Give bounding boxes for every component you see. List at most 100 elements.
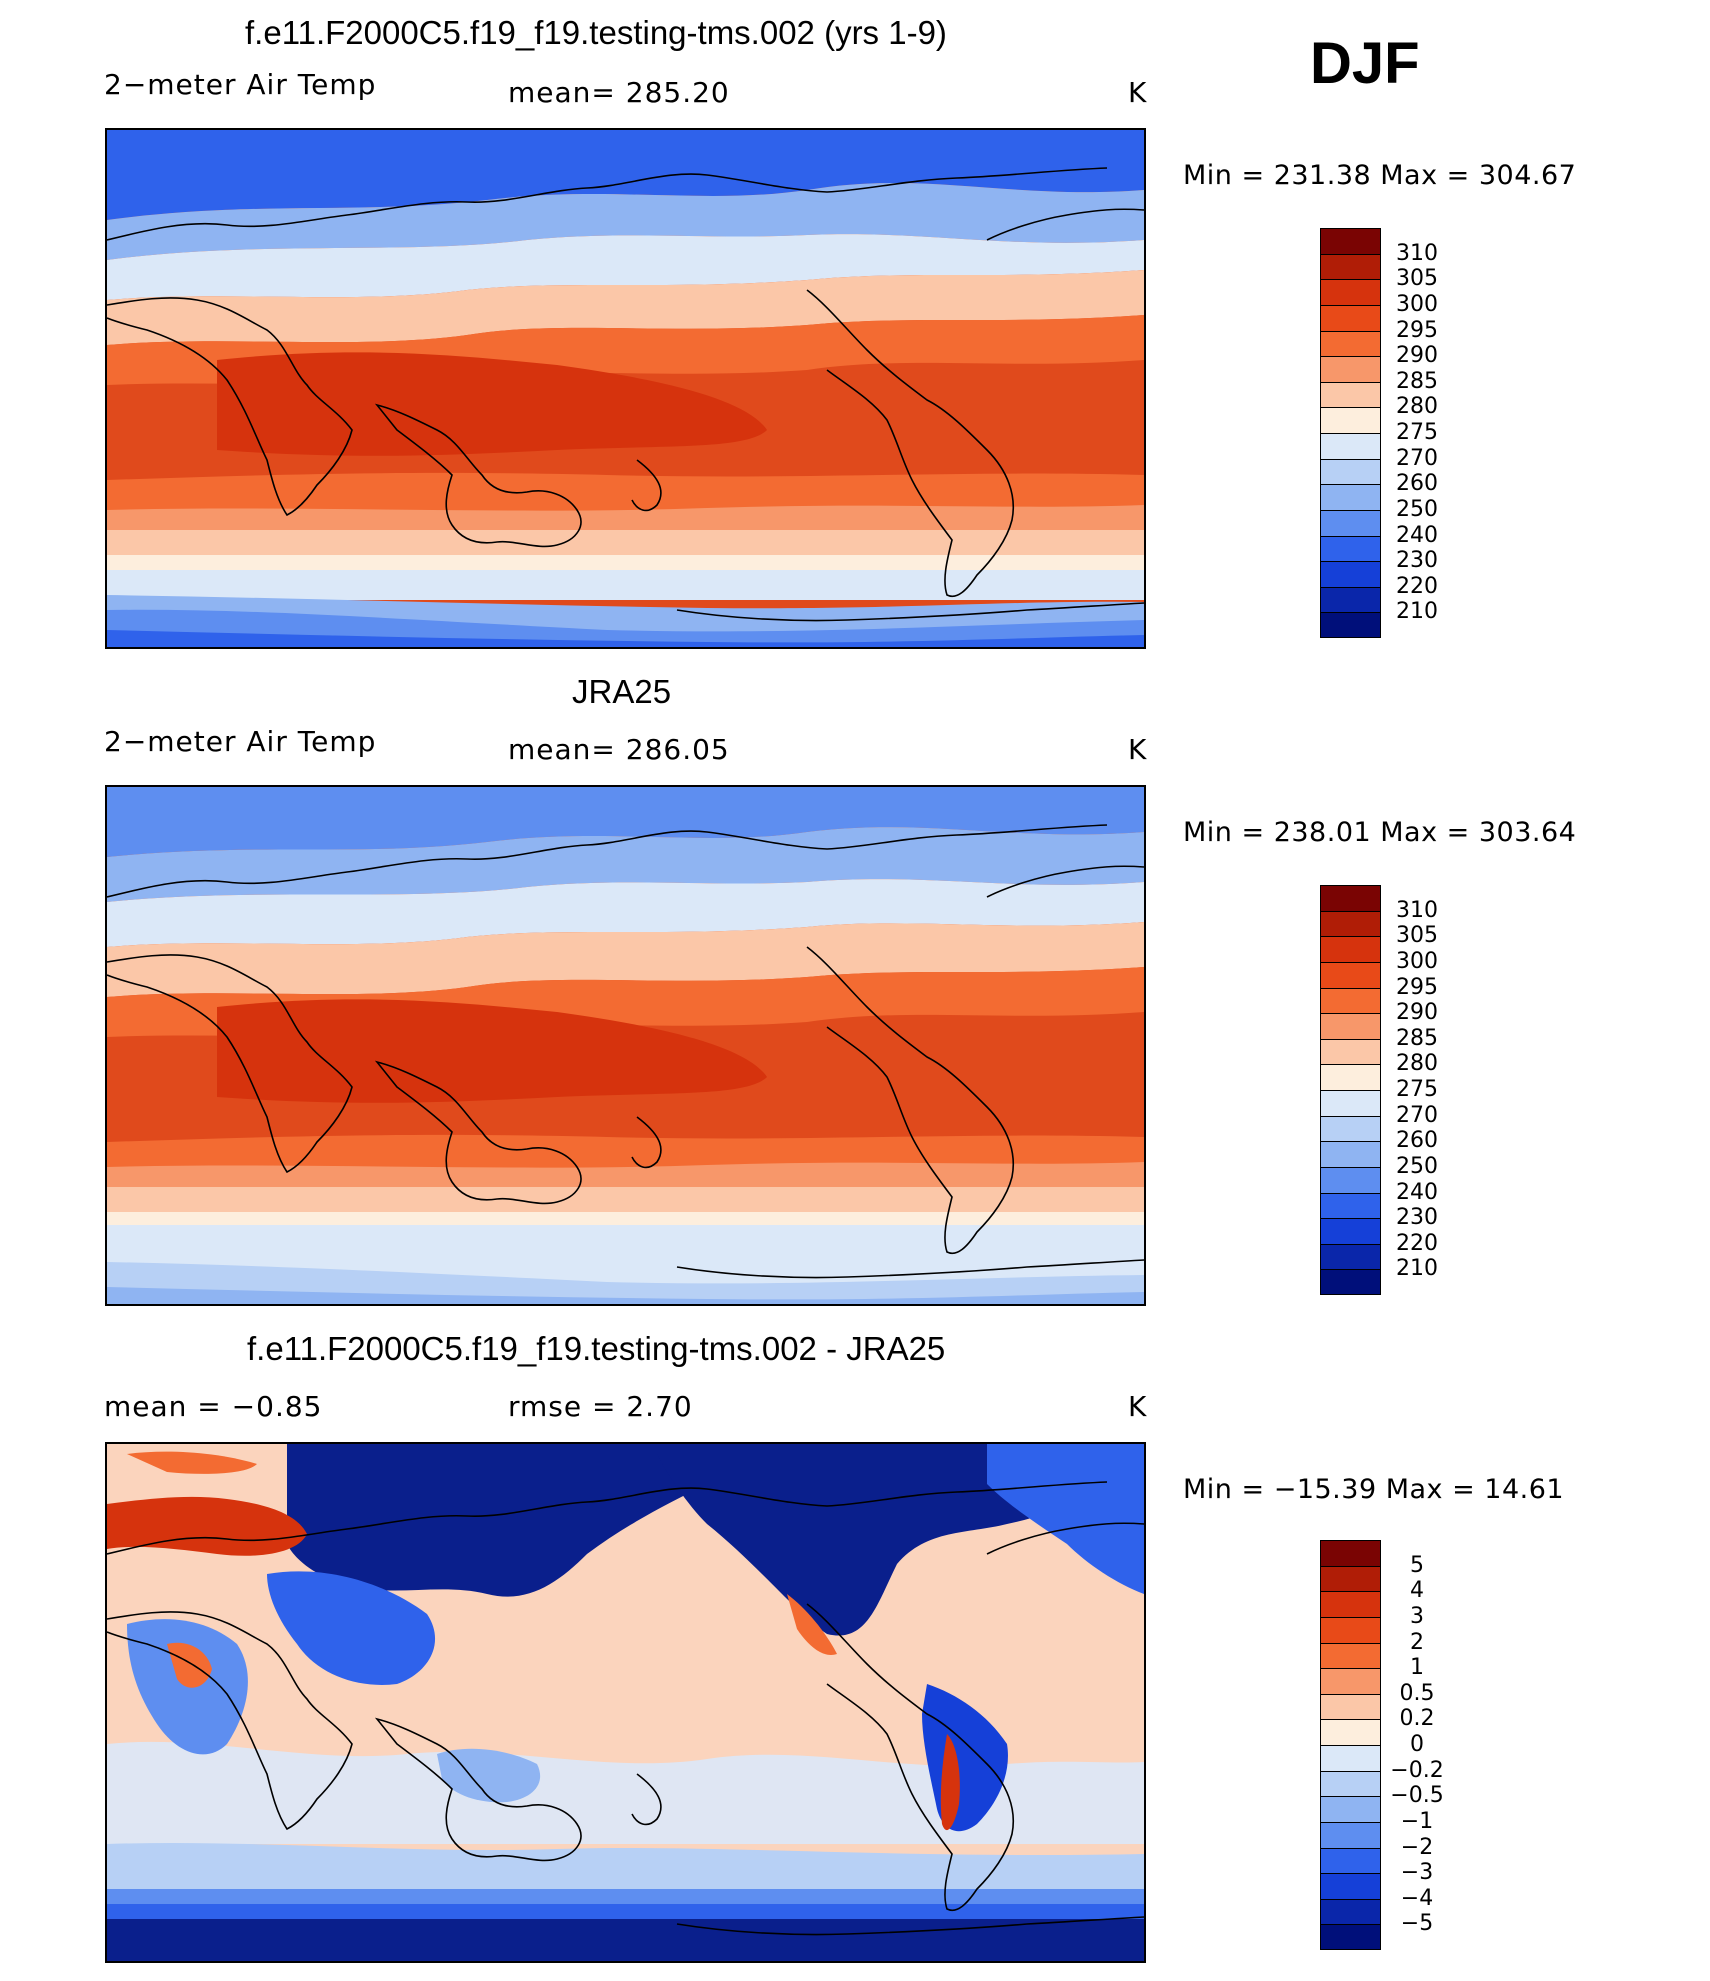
panel-2-colorbar-cell — [1320, 1064, 1381, 1090]
panel-1-minmax: Min = 231.38 Max = 304.67 — [1183, 160, 1577, 191]
panel-2-colorbar-cell — [1320, 1038, 1381, 1065]
panel-1-colorbar-cell — [1320, 612, 1381, 638]
panel-3-colorbar-label: −5 — [1400, 1911, 1434, 1937]
panel-2-colorbar-label: 305 — [1396, 923, 1438, 949]
panel-3-colorbar-label: −0.2 — [1390, 1757, 1444, 1783]
panel-2-colorbar-cell — [1320, 1192, 1381, 1219]
panel-3-colorbar-cell — [1320, 1642, 1381, 1669]
panel-3-colorbar-cell — [1320, 1693, 1381, 1720]
panel-3-colorbar-label: −3 — [1400, 1860, 1434, 1886]
panel-3-mean-label: mean = −0.85 — [104, 1390, 323, 1423]
panel-1-colorbar-cell — [1320, 509, 1381, 536]
panel-3-colorbar-cell — [1320, 1591, 1381, 1617]
panel-3-colorbar-label: 1 — [1410, 1655, 1424, 1681]
panel-2-map-field — [107, 787, 1144, 1304]
panel-2-colorbar-cell — [1320, 910, 1381, 937]
panel-2-colorbar-label: 300 — [1396, 948, 1438, 974]
panel-3-colorbar-cell — [1320, 1745, 1381, 1771]
panel-3-colorbar-label: −0.5 — [1390, 1783, 1444, 1809]
panel-1-colorbar-label: 270 — [1396, 445, 1438, 471]
panel-2-colorbar-label: 295 — [1396, 974, 1438, 1000]
panel-2-colorbar-label: 230 — [1396, 1205, 1438, 1231]
panel-1-colorbar-cell — [1320, 561, 1381, 587]
panel-3-colorbar-cell — [1320, 1668, 1381, 1694]
panel-2-colorbar-cell — [1320, 1090, 1381, 1116]
panel-2-colorbar-cell — [1320, 1115, 1381, 1142]
panel-1-variable-label: 2−meter Air Temp — [104, 68, 377, 101]
panel-1-colorbar-cell — [1320, 586, 1381, 613]
panel-3-units: K — [1128, 1390, 1148, 1423]
panel-2-map — [105, 785, 1146, 1306]
panel-2-title: JRA25 — [572, 673, 672, 710]
panel-3-colorbar-label: −1 — [1400, 1808, 1434, 1834]
panel-1-colorbar-label: 295 — [1396, 317, 1438, 343]
panel-1-colorbar-label: 310 — [1396, 240, 1438, 266]
panel-2-colorbar-label: 285 — [1396, 1025, 1438, 1051]
panel-3-colorbar-cell — [1320, 1821, 1381, 1848]
panel-2-variable-label: 2−meter Air Temp — [104, 725, 377, 758]
panel-3-colorbar-label: 0.2 — [1399, 1706, 1435, 1732]
panel-2-colorbar-cell — [1320, 987, 1381, 1014]
panel-2-colorbar-cell — [1320, 1269, 1381, 1295]
panel-2-colorbar-cell — [1320, 1166, 1381, 1193]
panel-1-colorbar-cell — [1320, 330, 1381, 357]
panel-2-colorbar-label: 275 — [1396, 1077, 1438, 1102]
panel-3-colorbar-label: 4 — [1410, 1578, 1424, 1604]
panel-2-colorbar-cell — [1320, 961, 1381, 988]
panel-3-colorbar-label: 5 — [1410, 1552, 1424, 1578]
panel-1-colorbar-cell — [1320, 253, 1381, 280]
panel-2-colorbar-label: 270 — [1396, 1102, 1438, 1128]
panel-2-mean-label: mean= 286.05 — [508, 733, 730, 766]
panel-3-colorbar-label: 0.5 — [1399, 1680, 1435, 1706]
panel-2-colorbar-cell — [1320, 1218, 1381, 1244]
panel-1-colorbar-label: 240 — [1396, 522, 1438, 548]
panel-3-colorbar-label: 2 — [1410, 1629, 1424, 1655]
panel-2-units: K — [1128, 733, 1148, 766]
panel-2-colorbar-label: 290 — [1396, 1000, 1438, 1026]
panel-2-colorbar-label: 220 — [1396, 1230, 1438, 1256]
panel-3-colorbar-cell — [1320, 1565, 1381, 1592]
panel-2-colorbar-cell — [1320, 1013, 1381, 1039]
panel-1-colorbar-cell — [1320, 407, 1381, 433]
panel-3-colorbar-cell — [1320, 1924, 1381, 1950]
panel-3-colorbar-label: −4 — [1400, 1885, 1434, 1911]
panel-1-colorbar-label: 280 — [1396, 394, 1438, 420]
panel-1-units: K — [1128, 76, 1148, 109]
panel-1-colorbar-label: 220 — [1396, 573, 1438, 599]
panel-1-mean-label: mean= 285.20 — [508, 76, 730, 109]
panel-1-colorbar-cell — [1320, 433, 1381, 459]
panel-2-colorbar-cell — [1320, 936, 1381, 962]
panel-1-colorbar-cell — [1320, 535, 1381, 562]
panel-1-colorbar-label: 305 — [1396, 266, 1438, 292]
panel-1-colorbar-cell — [1320, 279, 1381, 305]
season-label: DJF — [1310, 31, 1420, 96]
panel-3-colorbar-cell — [1320, 1616, 1381, 1643]
panel-3-map — [105, 1442, 1146, 1963]
panel-3-colorbar-cell — [1320, 1847, 1381, 1874]
panel-1-colorbar-label: 260 — [1396, 471, 1438, 497]
panel-1-colorbar-label: 210 — [1396, 599, 1438, 625]
panel-1-map-field — [107, 130, 1144, 647]
panel-3-colorbar-label: −2 — [1400, 1834, 1434, 1860]
panel-1-colorbar-label: 230 — [1396, 548, 1438, 574]
panel-3-colorbar-cell — [1320, 1898, 1381, 1925]
panel-3-map-field — [107, 1444, 1144, 1961]
panel-3-rmse-label: rmse = 2.70 — [508, 1390, 693, 1423]
panel-1-colorbar-cell — [1320, 356, 1381, 382]
panel-2-colorbar-label: 240 — [1396, 1179, 1438, 1205]
panel-2-colorbar-label: 310 — [1396, 897, 1438, 923]
panel-1-title: f.e11.F2000C5.f19_f19.testing-tms.002 (y… — [245, 14, 947, 51]
panel-1-colorbar-label: 275 — [1396, 420, 1438, 445]
panel-2-colorbar-cell — [1320, 885, 1381, 911]
panel-3-colorbar-cell — [1320, 1873, 1381, 1899]
panel-1-colorbar-label: 285 — [1396, 368, 1438, 394]
panel-1-colorbar-label: 250 — [1396, 496, 1438, 522]
panel-2-colorbar-label: 280 — [1396, 1051, 1438, 1077]
panel-1-colorbar-cell — [1320, 458, 1381, 485]
panel-1-colorbar-cell — [1320, 484, 1381, 510]
panel-3-colorbar-label: 3 — [1410, 1603, 1424, 1629]
panel-1-colorbar-cell — [1320, 304, 1381, 331]
panel-1-colorbar-label: 300 — [1396, 291, 1438, 317]
panel-2-colorbar-label: 260 — [1396, 1128, 1438, 1154]
panel-3-colorbar-cell — [1320, 1796, 1381, 1822]
